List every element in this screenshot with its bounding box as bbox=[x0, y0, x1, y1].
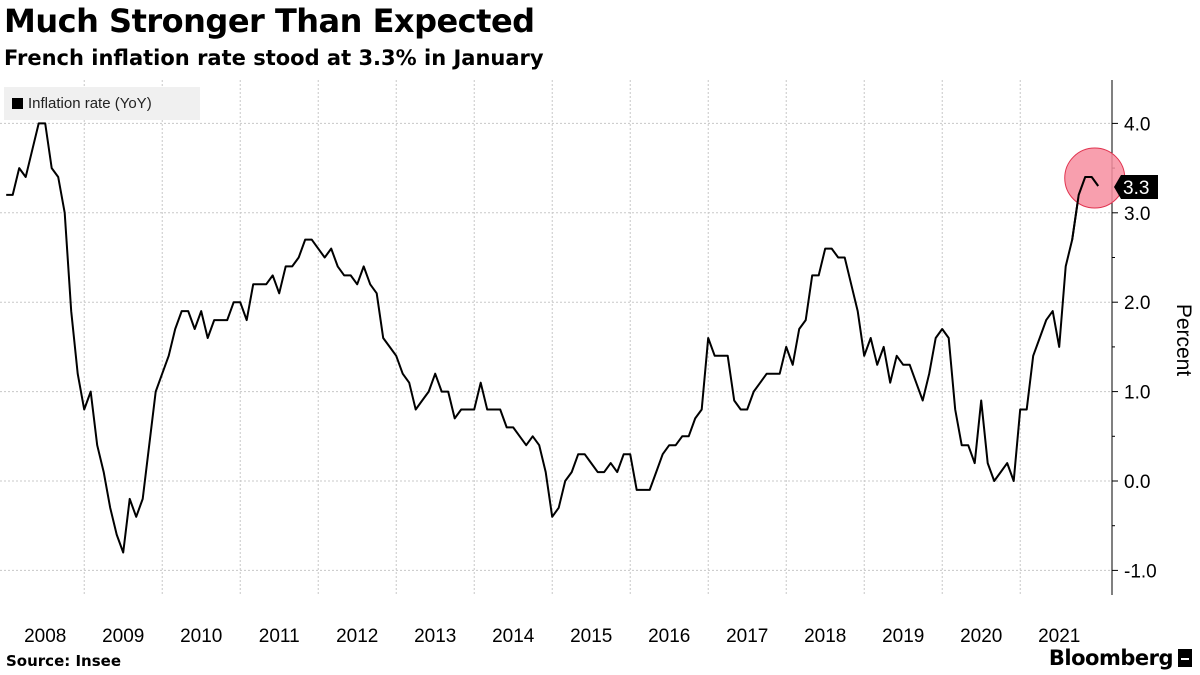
inflation-series-line bbox=[6, 122, 1100, 554]
annotations: 3.3 bbox=[1064, 147, 1158, 240]
y-tick-label: 4.0 bbox=[1124, 114, 1150, 135]
y-axis: -1.0 0.0 1.0 2.0 3.0 4.0 Percent bbox=[1111, 80, 1195, 595]
x-tick-label: 2018 bbox=[804, 626, 846, 647]
x-tick-label: 2021 bbox=[1038, 626, 1080, 647]
series-layer bbox=[6, 122, 1100, 554]
grid-lines bbox=[0, 80, 1112, 595]
y-tick-label: 2.0 bbox=[1124, 293, 1150, 314]
x-tick-label: 2013 bbox=[414, 626, 456, 647]
highlight-circle bbox=[1064, 147, 1126, 209]
x-tick-label: 2011 bbox=[259, 626, 300, 647]
x-tick-label: 2009 bbox=[102, 626, 144, 647]
x-tick-label: 2010 bbox=[180, 626, 222, 647]
terminal-icon bbox=[1178, 649, 1192, 667]
last-value-tag bbox=[1114, 174, 1158, 199]
legend-swatch bbox=[12, 98, 23, 109]
x-tick-label: 2017 bbox=[726, 626, 768, 647]
brand-name: Bloomberg bbox=[1048, 646, 1174, 670]
brand-logo: Bloomberg bbox=[1049, 646, 1192, 670]
source-note: Source: Insee bbox=[6, 652, 122, 670]
x-tick-label: 2015 bbox=[570, 626, 612, 647]
y-tick-label: 3.0 bbox=[1124, 204, 1150, 225]
y-tick-label: 1.0 bbox=[1124, 383, 1150, 404]
x-axis: 2008 2009 2010 2011 2012 2013 2014 2015 2016 2017… bbox=[24, 626, 1080, 647]
y-axis-title: Percent bbox=[1172, 304, 1195, 377]
last-value-label: 3.3 bbox=[1123, 178, 1149, 199]
y-tick-label: 0.0 bbox=[1124, 472, 1150, 493]
x-tick-label: 2012 bbox=[336, 626, 378, 647]
x-tick-label: 2020 bbox=[960, 626, 1002, 647]
legend: Inflation rate (YoY) bbox=[4, 87, 200, 120]
chart-subtitle: French inflation rate stood at 3.3% in J… bbox=[4, 46, 544, 70]
x-tick-label: 2014 bbox=[492, 626, 535, 647]
series-line-tail bbox=[1071, 176, 1100, 240]
legend-label: Inflation rate (YoY) bbox=[28, 95, 152, 112]
x-tick-label: 2019 bbox=[882, 626, 924, 647]
x-tick-label: 2008 bbox=[24, 626, 66, 647]
chart-title: Much Stronger Than Expected bbox=[4, 2, 535, 40]
x-tick-label: 2016 bbox=[648, 626, 690, 647]
y-tick-label: -1.0 bbox=[1124, 561, 1157, 582]
